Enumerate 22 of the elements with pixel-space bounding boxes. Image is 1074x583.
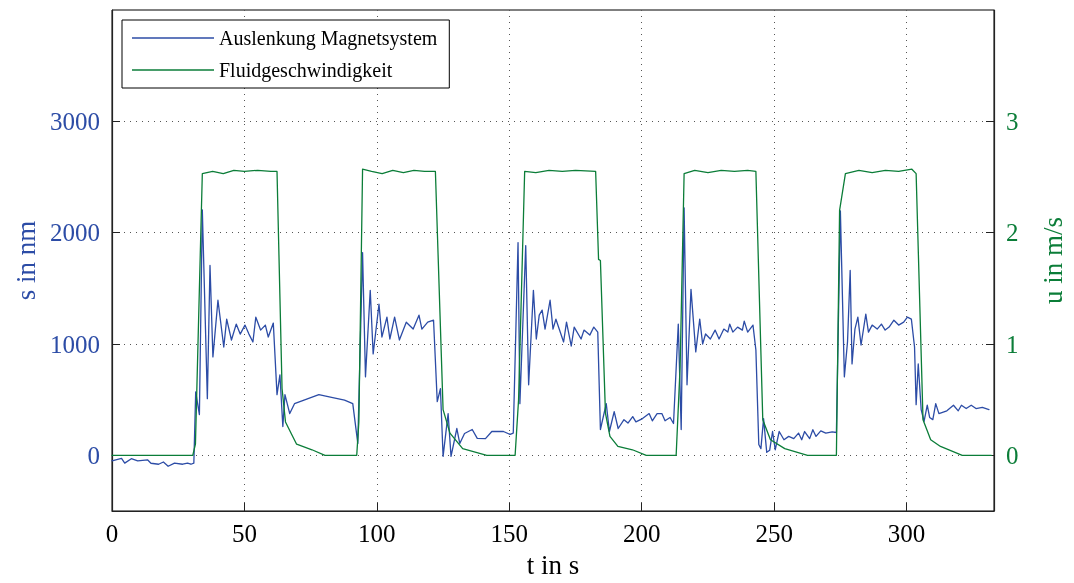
- y-tick-label: 2000: [50, 219, 100, 247]
- x-tick-label: 150: [490, 520, 529, 547]
- y2-tick-label: 0: [1006, 441, 1019, 469]
- y2-tick-label: 2: [1006, 219, 1019, 247]
- y-tick-label: 1000: [50, 330, 100, 358]
- legend-label: Fluidgeschwindigkeit: [219, 59, 393, 82]
- x-tick-label: 100: [358, 520, 396, 547]
- x-tick-label: 200: [622, 520, 661, 547]
- y2-tick-label: 1: [1006, 330, 1019, 358]
- x-axis-title: t in s: [526, 549, 580, 580]
- y-tick-label: 0: [87, 441, 100, 469]
- x-tick-label: 250: [755, 520, 793, 547]
- x-tick-label: 0: [105, 520, 119, 547]
- line-series: [111, 168, 992, 456]
- line-series: [111, 207, 990, 467]
- x-tick-label: 300: [887, 520, 926, 547]
- x-tick-label: 50: [231, 520, 257, 547]
- legend-label: Auslenkung Magnetsystem: [219, 27, 438, 50]
- y-tick-label: 3000: [50, 107, 100, 135]
- y2-tick-label: 3: [1006, 107, 1019, 135]
- y2-axis-title: u in m/s: [1037, 216, 1068, 305]
- y-axis-title: s in nm: [10, 220, 41, 301]
